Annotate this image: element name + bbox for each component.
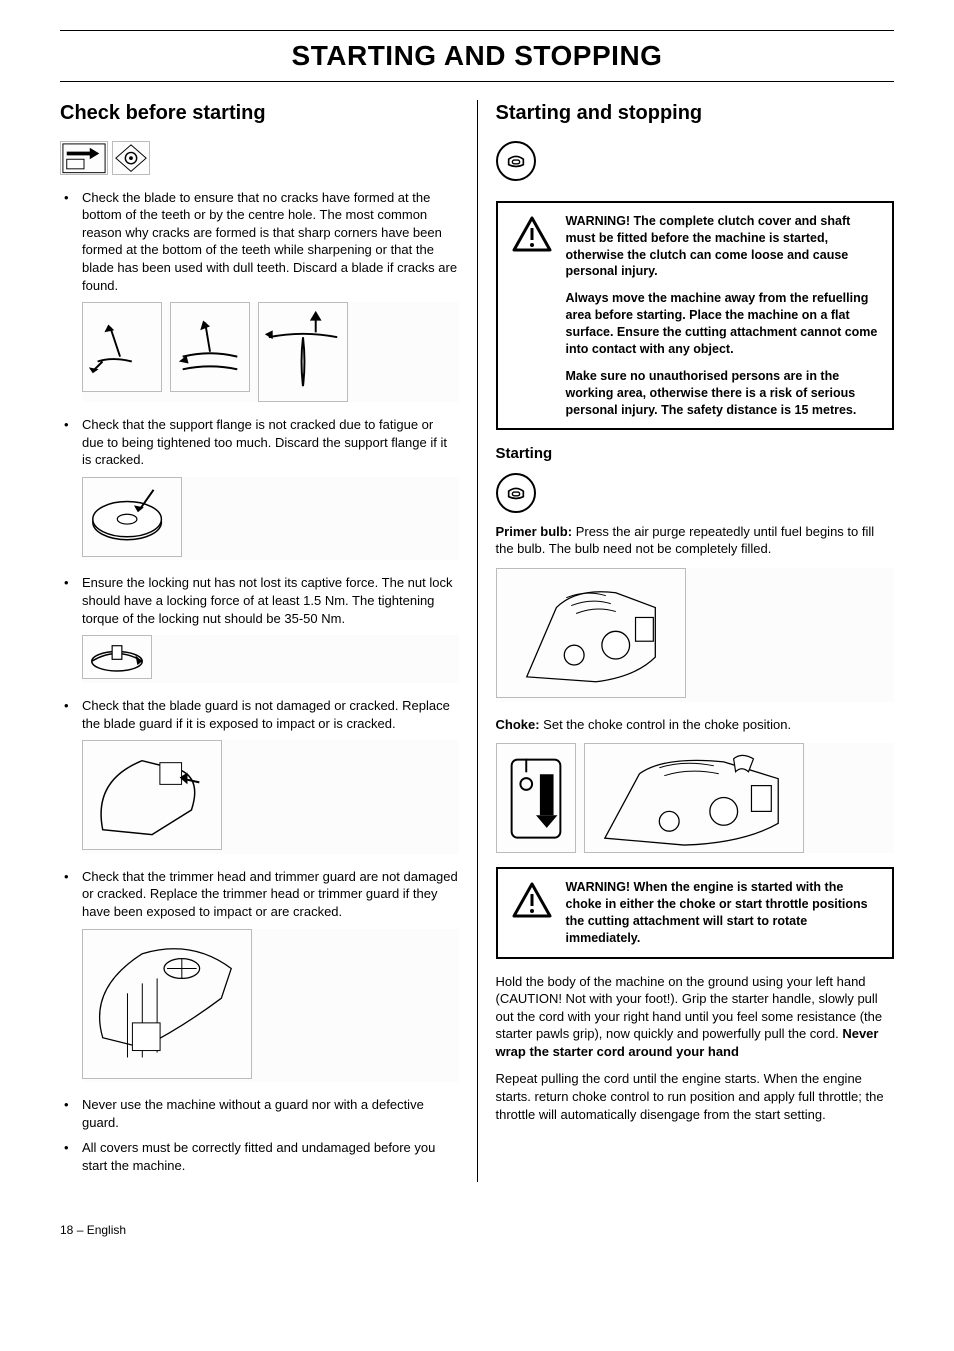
page-footer: 18 – English <box>60 1222 894 1238</box>
primer-bulb-figure <box>496 568 895 702</box>
warning-box-1: WARNING! The complete clutch cover and s… <box>496 201 895 431</box>
check-item-3: • Ensure the locking nut has not lost it… <box>60 574 459 627</box>
primer-paragraph: Primer bulb: Press the air purge repeate… <box>496 523 895 558</box>
check-item-5: • Check that the trimmer head and trimme… <box>60 868 459 921</box>
hold-body-paragraph: Hold the body of the machine on the grou… <box>496 973 895 1061</box>
repeat-paragraph: Repeat pulling the cord until the engine… <box>496 1070 895 1123</box>
check-item-1: • Check the blade to ensure that no crac… <box>60 189 459 294</box>
warning1-p1: WARNING! The complete clutch cover and s… <box>566 213 881 281</box>
check-item-7: • All covers must be correctly fitted an… <box>60 1139 459 1174</box>
check-item-4: • Check that the blade guard is not dama… <box>60 697 459 732</box>
trimmer-head-figure <box>82 929 459 1083</box>
blade-check-icons <box>60 141 459 175</box>
visor-icon <box>496 141 536 181</box>
starting-stopping-heading: Starting and stopping <box>496 100 895 127</box>
warning-box-2: WARNING! When the engine is started with… <box>496 867 895 959</box>
target-icon <box>113 142 149 174</box>
right-column: Starting and stopping WARNING! The compl… <box>478 100 895 1183</box>
blade-crack-figure <box>82 302 459 402</box>
page-title: STARTING AND STOPPING <box>60 35 894 82</box>
warning1-p2: Always move the machine away from the re… <box>566 290 881 358</box>
blade-guard-figure <box>82 740 459 854</box>
choke-figure <box>496 743 895 853</box>
left-column: Check before starting • C <box>60 100 478 1183</box>
check-item-6: • Never use the machine without a guard … <box>60 1096 459 1131</box>
locking-nut-figure <box>82 635 459 683</box>
check-item-2: • Check that the support flange is not c… <box>60 416 459 469</box>
starting-subheading: Starting <box>496 444 895 464</box>
visor-icon-2 <box>496 473 536 513</box>
arrow-box-icon <box>61 142 107 175</box>
warning-triangle-icon <box>508 213 556 419</box>
choke-paragraph: Choke: Set the choke control in the chok… <box>496 716 895 734</box>
support-flange-figure <box>82 477 459 561</box>
warning1-p3: Make sure no unauthorised persons are in… <box>566 368 881 419</box>
warning2-text: WARNING! When the engine is started with… <box>566 879 881 947</box>
warning-triangle-icon <box>508 879 556 947</box>
check-before-starting-heading: Check before starting <box>60 100 459 127</box>
